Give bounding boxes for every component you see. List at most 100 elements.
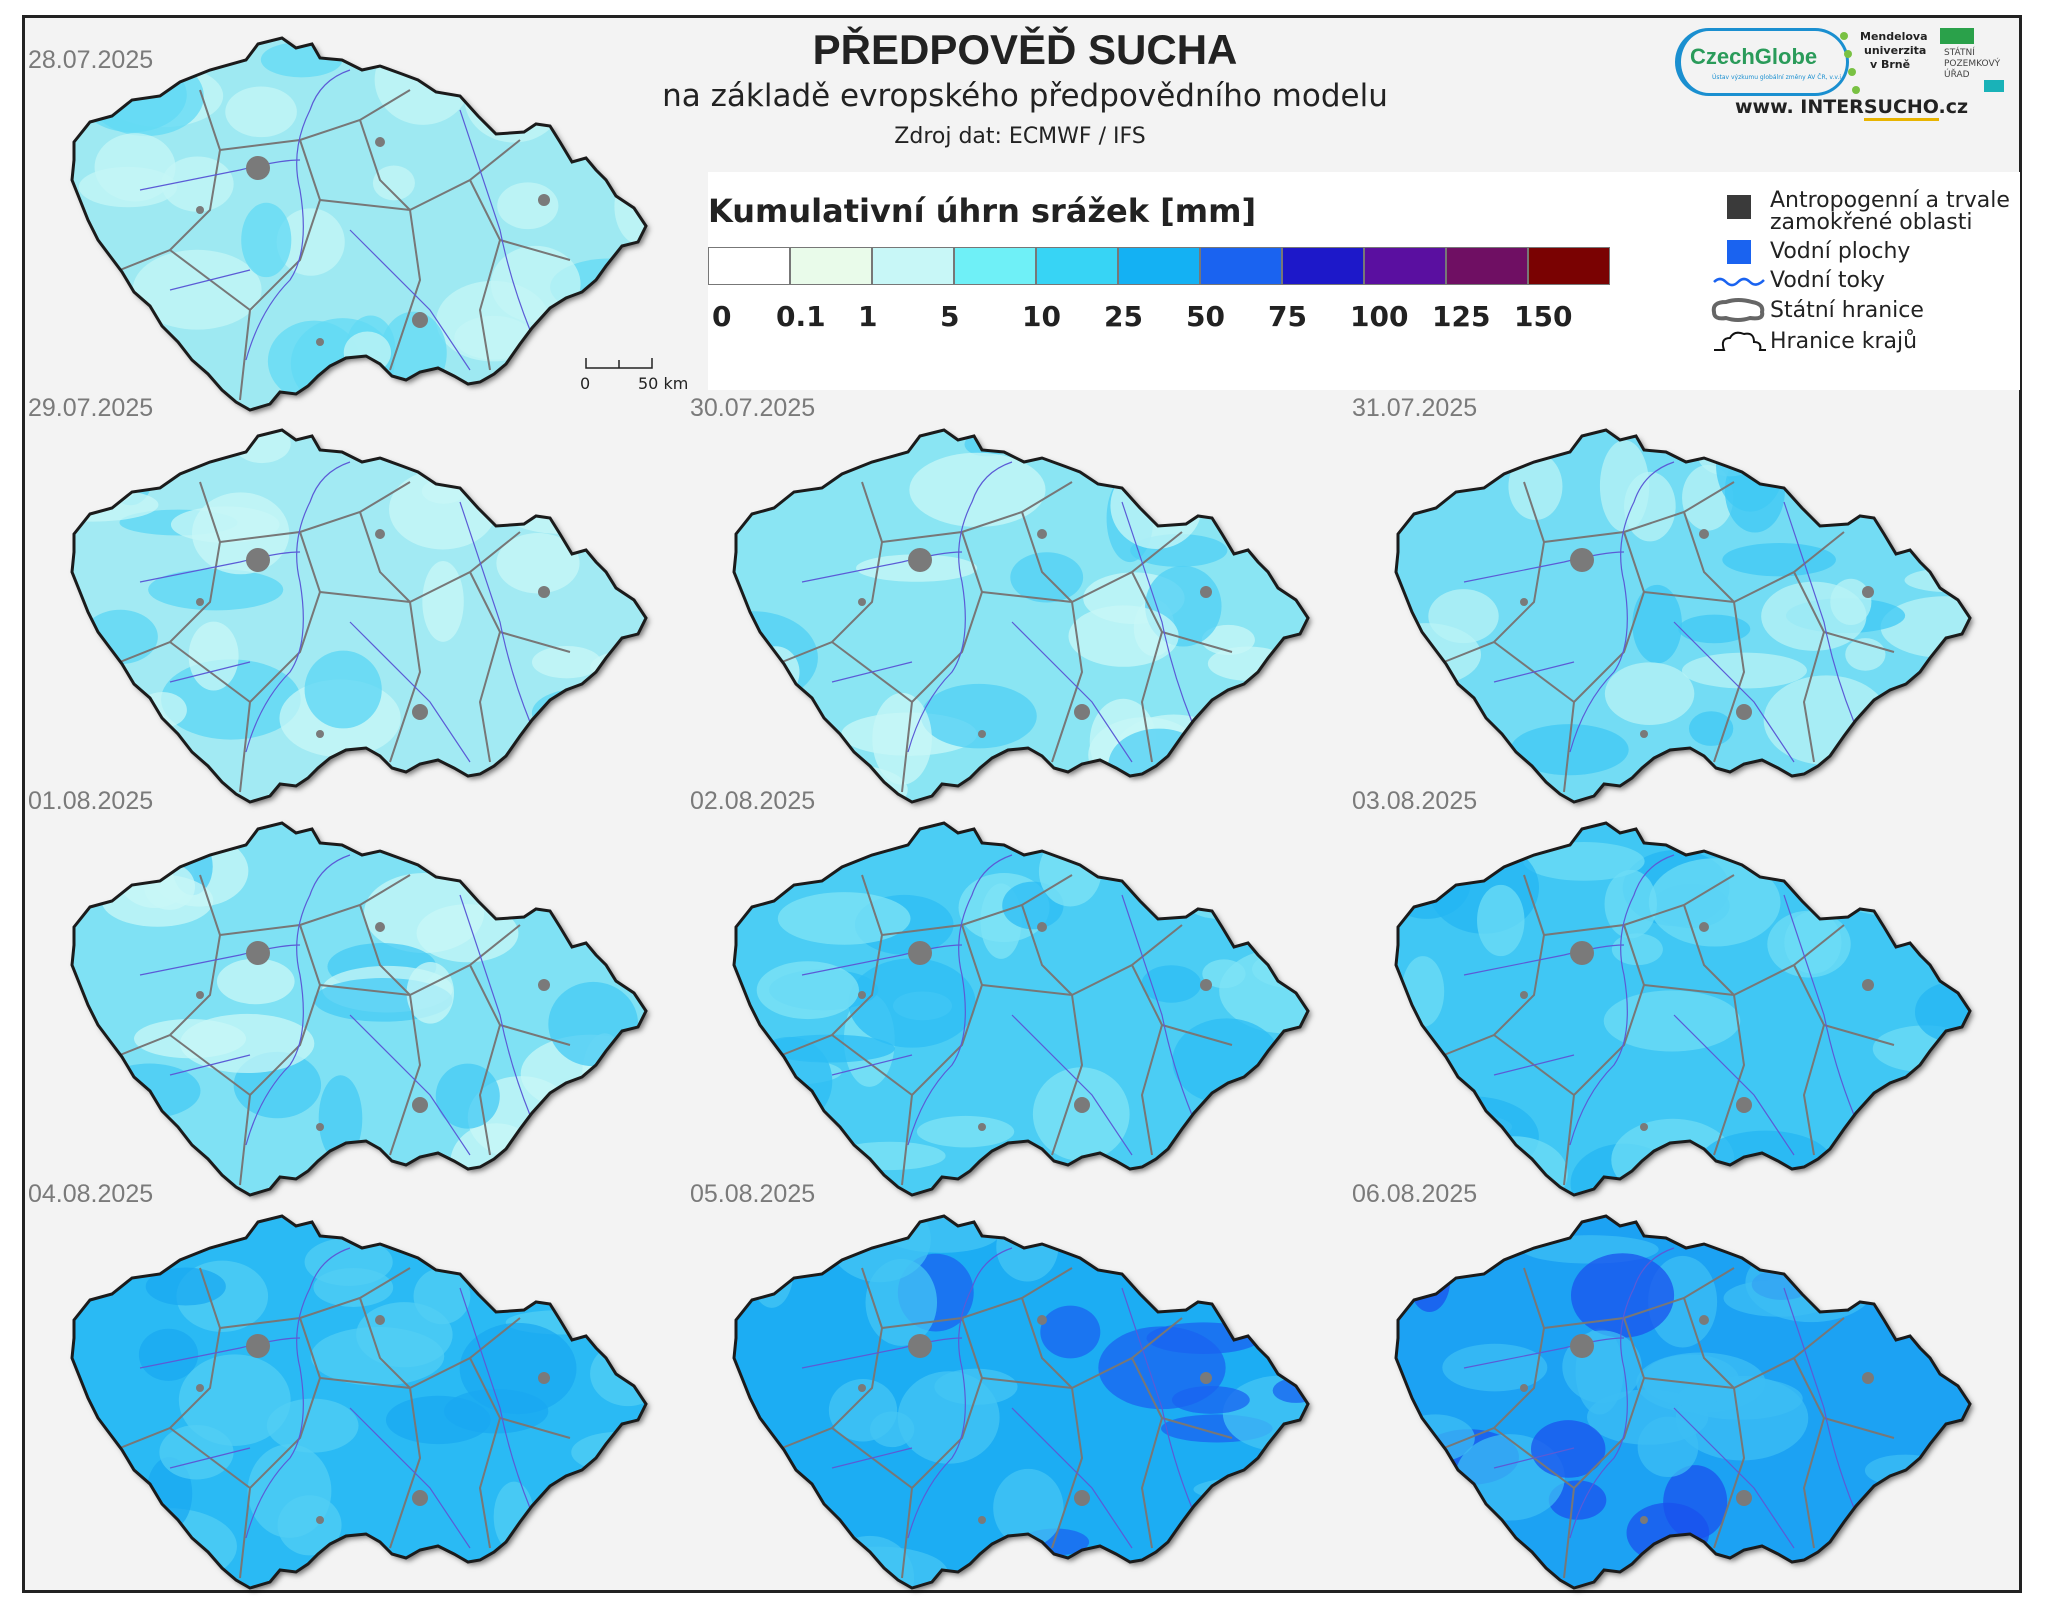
precip-patch <box>1921 1503 1970 1545</box>
precip-map-6 <box>732 821 1310 1197</box>
precip-patch <box>82 609 158 665</box>
region-border <box>239 139 322 401</box>
river-line <box>1673 621 1795 763</box>
anthropogenic-area <box>375 137 385 147</box>
legend-tick-label: 25 <box>1104 300 1143 333</box>
mendel-dot-icon <box>1840 32 1848 40</box>
legend-tick-label: 125 <box>1432 300 1491 333</box>
precip-patch <box>734 1527 839 1578</box>
precip-patch <box>1523 842 1645 881</box>
legend-anthropogenic-line1: Antropogenní a trvale <box>1770 188 2010 213</box>
river-line <box>139 551 301 583</box>
river-line <box>1493 1447 1575 1469</box>
region-border <box>478 1024 501 1156</box>
region-border <box>1021 511 1073 603</box>
precip-map-2 <box>70 428 648 804</box>
river-line <box>1673 1014 1795 1156</box>
anthropogenic-area <box>978 1123 986 1131</box>
map-date-9: 05.08.2025 <box>690 1180 816 1208</box>
precip-patch <box>1624 471 1676 542</box>
anthropogenic-area <box>1640 730 1648 738</box>
precip-map-10 <box>1394 1214 1972 1590</box>
river-line <box>349 621 471 763</box>
anthropogenic-area <box>538 1372 550 1384</box>
scale-bar-label: 50 km <box>638 374 689 393</box>
river-line <box>1783 894 1855 1116</box>
precip-patch <box>537 1110 646 1183</box>
river-line <box>1121 501 1193 723</box>
anthropogenic-area <box>196 1384 204 1392</box>
legend-rivers: Vodní toky <box>1770 268 1885 293</box>
precip-patch <box>1896 754 1970 802</box>
precip-patch <box>416 904 519 963</box>
region-border <box>1683 904 1735 996</box>
precip-patch <box>1396 1414 1475 1462</box>
precip-patch <box>88 56 204 137</box>
state-border <box>1394 1214 1972 1590</box>
precip-patch <box>216 958 295 1005</box>
region-border <box>478 631 501 763</box>
precip-patch <box>531 688 630 738</box>
precip-patch <box>1838 871 1950 917</box>
precip-patch <box>1548 1480 1607 1520</box>
precip-patch <box>531 645 602 679</box>
precip-patch <box>1828 1124 1960 1195</box>
anthropogenic-area <box>246 548 270 572</box>
river-line <box>907 854 1013 1146</box>
precip-patch <box>548 981 639 1067</box>
legend-title: Kumulativní úhrn srážek [mm] <box>708 192 1257 230</box>
anthropogenic-area <box>978 730 986 738</box>
region-border <box>119 874 222 1056</box>
precip-map-5 <box>70 821 648 1197</box>
precip-patch <box>304 650 382 729</box>
river-line <box>1011 621 1133 763</box>
anthropogenic-area <box>858 1384 866 1392</box>
precip-patch <box>1688 711 1734 746</box>
anthropogenic-area <box>538 194 550 206</box>
precip-patch <box>1185 883 1257 920</box>
precip-patch <box>138 1328 199 1381</box>
river-line <box>801 551 963 583</box>
map-date-4: 31.07.2025 <box>1352 394 1478 422</box>
precip-patch <box>144 863 196 910</box>
legend-tick-label: 0 <box>712 300 732 333</box>
mendel-dot-icon <box>1844 50 1852 58</box>
anthropogenic-area <box>1037 1315 1047 1325</box>
data-source: Zdroj dat: ECMWF / IFS <box>894 124 1146 149</box>
anthropogenic-area <box>1200 1372 1212 1384</box>
state-border <box>70 1214 648 1590</box>
anthropogenic-area <box>1074 704 1090 720</box>
spu-teal-block-icon <box>1984 80 2004 92</box>
precip-patch <box>304 1237 393 1287</box>
precip-patch <box>161 156 234 212</box>
anthropogenic-area <box>316 338 324 346</box>
anthropogenic-area <box>316 1516 324 1524</box>
anthropogenic-area <box>1699 529 1709 539</box>
precip-patch <box>497 182 559 230</box>
region-border <box>1713 994 1746 1156</box>
precip-patch <box>1259 1270 1308 1325</box>
precip-patch <box>503 489 618 534</box>
intersucho-link[interactable]: www. INTERSUCHO.cz <box>1735 96 1968 121</box>
river-line <box>139 159 301 191</box>
region-border <box>219 89 411 151</box>
anthropogenic-area <box>908 548 932 572</box>
anthropogenic-area <box>858 598 866 606</box>
anthropogenic-area <box>412 704 428 720</box>
river-line <box>1783 1287 1855 1509</box>
legend-tick-label: 75 <box>1268 300 1307 333</box>
region-border <box>1443 874 1546 1056</box>
river-line <box>1463 551 1625 583</box>
precip-patch <box>105 354 165 410</box>
legend-swatch <box>1364 247 1446 285</box>
state-border <box>1394 428 1972 804</box>
precip-patch <box>1222 1375 1308 1452</box>
river-line <box>831 661 913 683</box>
precip-patch <box>1428 589 1499 644</box>
precip-patch <box>179 1013 315 1074</box>
precip-map-8 <box>70 1214 648 1590</box>
region-border <box>1563 1317 1646 1579</box>
river-line <box>459 501 531 723</box>
scale-bar-icon <box>585 358 653 369</box>
precip-patch <box>1193 1476 1308 1503</box>
